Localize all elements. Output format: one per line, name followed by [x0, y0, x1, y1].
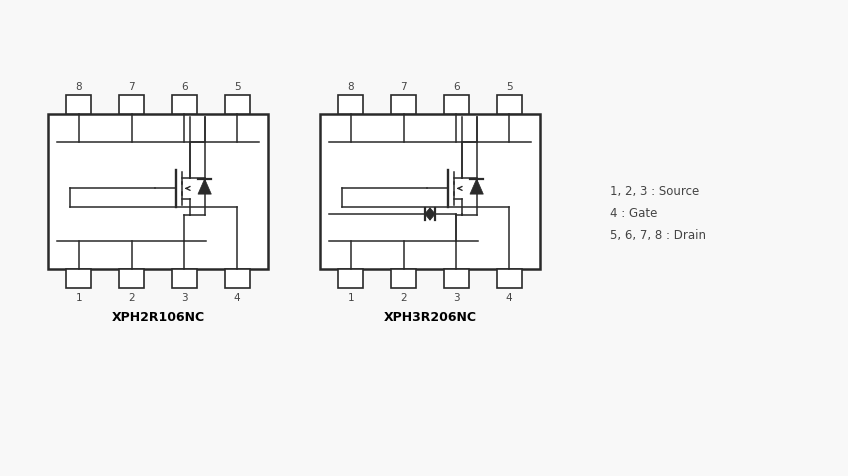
- Bar: [119, 95, 144, 115]
- Bar: [320, 115, 540, 269]
- Bar: [391, 269, 416, 289]
- Text: 6: 6: [181, 81, 187, 91]
- Bar: [66, 95, 92, 115]
- Text: XPH2R106NC: XPH2R106NC: [111, 311, 204, 324]
- Text: 2: 2: [128, 293, 135, 303]
- Text: 1: 1: [348, 293, 354, 303]
- Bar: [172, 95, 197, 115]
- Text: 8: 8: [75, 81, 82, 91]
- Text: 4: 4: [506, 293, 512, 303]
- Text: XPH3R206NC: XPH3R206NC: [383, 311, 477, 324]
- Text: 8: 8: [348, 81, 354, 91]
- Text: 5: 5: [234, 81, 241, 91]
- Text: 3: 3: [453, 293, 460, 303]
- Bar: [338, 269, 364, 289]
- Bar: [444, 95, 469, 115]
- Polygon shape: [198, 179, 211, 195]
- Text: 7: 7: [400, 81, 407, 91]
- Bar: [48, 115, 268, 269]
- Text: 4 : Gate: 4 : Gate: [610, 207, 657, 219]
- Bar: [444, 269, 469, 289]
- Polygon shape: [425, 208, 430, 221]
- Text: 1: 1: [75, 293, 82, 303]
- Text: 3: 3: [181, 293, 187, 303]
- Bar: [172, 269, 197, 289]
- Text: 1, 2, 3 : Source: 1, 2, 3 : Source: [610, 185, 700, 198]
- Bar: [497, 269, 522, 289]
- Text: 6: 6: [453, 81, 460, 91]
- Bar: [119, 269, 144, 289]
- Text: 2: 2: [400, 293, 407, 303]
- Bar: [391, 95, 416, 115]
- Polygon shape: [470, 179, 483, 195]
- Text: 5: 5: [506, 81, 512, 91]
- Bar: [66, 269, 92, 289]
- Bar: [497, 95, 522, 115]
- Bar: [338, 95, 364, 115]
- Bar: [225, 95, 250, 115]
- Text: 4: 4: [234, 293, 241, 303]
- Polygon shape: [430, 208, 435, 221]
- Text: 7: 7: [128, 81, 135, 91]
- Bar: [225, 269, 250, 289]
- Text: 5, 6, 7, 8 : Drain: 5, 6, 7, 8 : Drain: [610, 228, 706, 241]
